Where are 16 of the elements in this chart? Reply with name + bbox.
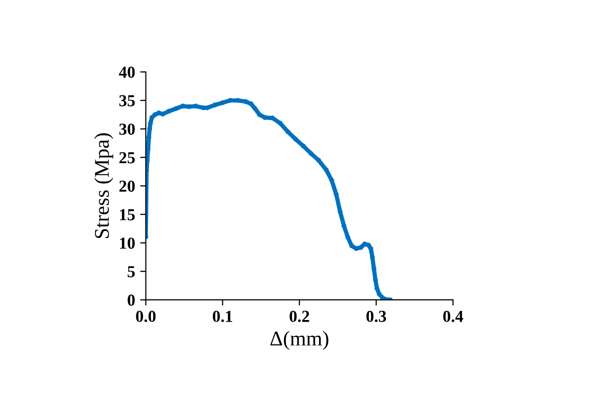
y-axis-title: Stress (Mpa) (94, 133, 114, 238)
x-axis-title: Δ(mm) (270, 330, 328, 350)
y-tick-label: 15 (120, 209, 135, 220)
y-tick-label: 25 (119, 152, 135, 164)
y-tick-label: 20 (119, 180, 135, 192)
x-tick-label: 0.3 (366, 310, 386, 322)
x-tick-label: 0.4 (443, 310, 464, 322)
y-tick-label: 35 (119, 95, 135, 106)
y-tick-label: 30 (119, 124, 135, 135)
x-tick-label: 0.0 (136, 310, 156, 322)
y-tick-label: 0 (128, 294, 135, 306)
x-tick-label: 0.2 (290, 310, 310, 322)
x-tick-label: 0.1 (212, 310, 232, 322)
y-tick-label: 5 (128, 266, 135, 278)
y-tick-label: 10 (120, 238, 135, 249)
y-tick-label: 40 (118, 66, 135, 78)
